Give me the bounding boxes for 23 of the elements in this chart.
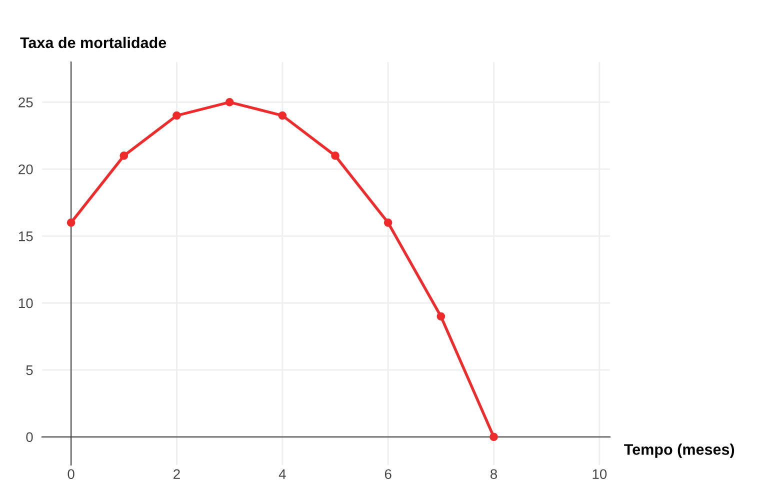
- point: [384, 218, 392, 227]
- point: [436, 312, 446, 321]
- x-tick-label: 6: [384, 469, 392, 480]
- point: [490, 432, 498, 442]
- point: [172, 111, 181, 120]
- y-tick-label: 20: [18, 164, 33, 174]
- y-tick-label: 10: [18, 298, 33, 308]
- point: [225, 98, 234, 106]
- point: [331, 152, 340, 160]
- x-tick-label: 0: [68, 469, 74, 480]
- y-tick-label: 15: [18, 232, 33, 242]
- point: [278, 111, 287, 120]
- x-tick-label: 8: [490, 469, 498, 480]
- x-axis-title: Tempo (meses): [624, 444, 734, 458]
- x-tick-label: 2: [174, 469, 180, 479]
- y-tick-label: 5: [26, 365, 33, 376]
- x-tick-label: 4: [278, 469, 286, 479]
- x-tick-label: 10: [592, 469, 607, 480]
- point: [120, 152, 128, 160]
- point: [66, 218, 76, 227]
- y-tick-label: 25: [18, 98, 33, 108]
- y-tick-label: 0: [26, 432, 33, 442]
- y-axis-title: Taxa de mortalidade: [20, 36, 166, 48]
